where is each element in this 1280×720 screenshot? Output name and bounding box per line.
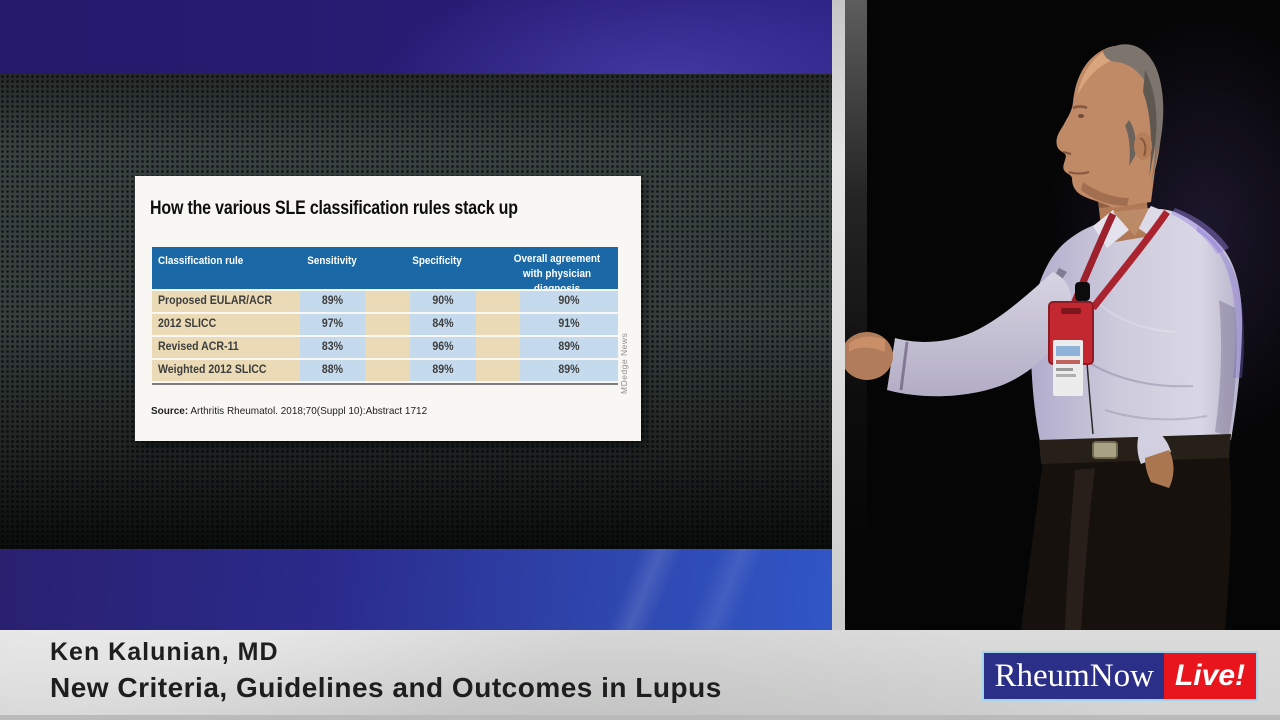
cell-sensitivity: 97% xyxy=(321,318,344,330)
cell-highlight xyxy=(410,291,476,312)
speaker-pointing-arm xyxy=(845,268,1072,397)
talk-title: New Criteria, Guidelines and Outcomes in… xyxy=(50,672,722,703)
classification-table: Classification rule Sensitivity Specific… xyxy=(152,247,618,385)
credit-vertical-text: MDedge News xyxy=(619,332,629,394)
speaker-name: Ken Kalunian, MD xyxy=(50,638,279,666)
speaker-head xyxy=(1056,44,1171,248)
col-header-overall-agreement: Overall agreement with physician diagnos… xyxy=(513,253,601,295)
lapel-microphone xyxy=(1075,282,1090,301)
cell-highlight xyxy=(520,337,618,358)
presentation-area: How the various SLE classification rules… xyxy=(0,0,832,630)
source-citation: Source: Arthritis Rheumatol. 2018;70(Sup… xyxy=(151,405,427,417)
cell-rule: Weighted 2012 SLICC xyxy=(158,364,267,376)
cell-overall-agreement: 90% xyxy=(558,295,580,307)
bottom-accent-band xyxy=(0,549,832,630)
speaker-torso xyxy=(1031,208,1244,446)
speaker-video xyxy=(845,0,1280,630)
speaker-figure xyxy=(845,10,1280,630)
source-label: Source: xyxy=(151,405,189,417)
col-header-sensitivity: Sensitivity xyxy=(307,255,357,267)
table-row: Weighted 2012 SLICC 88% 89% 89% xyxy=(152,360,618,381)
table-row: Revised ACR-11 83% 96% 89% xyxy=(152,337,618,358)
cell-highlight xyxy=(300,337,365,358)
col-header-specificity: Specificity xyxy=(412,255,462,267)
cell-rule: Proposed EULAR/ACR xyxy=(158,295,273,307)
cell-highlight xyxy=(520,291,618,312)
cell-highlight xyxy=(410,314,476,335)
cell-sensitivity: 83% xyxy=(321,341,344,353)
table-bottom-border xyxy=(152,383,618,385)
cell-highlight xyxy=(300,360,365,381)
cell-overall-agreement: 91% xyxy=(558,318,580,330)
cell-highlight xyxy=(520,360,618,381)
belt-buckle xyxy=(1092,441,1118,459)
cell-highlight xyxy=(300,291,365,312)
rheumnow-live-logo: RheumNow Live! xyxy=(982,651,1258,701)
cell-overall-agreement: 89% xyxy=(558,341,580,353)
cell-highlight xyxy=(410,337,476,358)
cell-sensitivity: 89% xyxy=(321,295,344,307)
table-row: Proposed EULAR/ACR 89% 90% 90% xyxy=(152,291,618,312)
speaker-lanyard-badge xyxy=(1048,210,1170,435)
table-header-row: Classification rule Sensitivity Specific… xyxy=(152,247,618,295)
hand-in-pocket xyxy=(1145,450,1174,488)
top-accent-band xyxy=(0,0,832,74)
table-row: 2012 SLICC 97% 84% 91% xyxy=(152,314,618,335)
cell-specificity: 84% xyxy=(432,318,454,330)
lower-third-banner: Ken Kalunian, MD New Criteria, Guideline… xyxy=(0,630,1280,720)
logo-brand-text: RheumNow xyxy=(984,653,1164,699)
slide-title: How the various SLE classification rules… xyxy=(150,198,518,219)
cell-specificity: 90% xyxy=(432,295,454,307)
cell-specificity: 96% xyxy=(432,341,454,353)
source-text: Arthritis Rheumatol. 2018;70(Suppl 10):A… xyxy=(188,405,428,417)
speaker-lower-body xyxy=(1021,424,1232,630)
cell-highlight xyxy=(300,314,365,335)
cell-rule: 2012 SLICC xyxy=(158,318,217,330)
cell-highlight xyxy=(410,360,476,381)
col-header-classification-rule: Classification rule xyxy=(158,255,244,267)
cell-rule: Revised ACR-11 xyxy=(158,341,239,353)
logo-live-text: Live! xyxy=(1163,653,1256,699)
cell-highlight xyxy=(520,314,618,335)
cell-specificity: 89% xyxy=(432,364,454,376)
presentation-slide: How the various SLE classification rules… xyxy=(135,176,641,441)
cell-overall-agreement: 89% xyxy=(558,364,580,376)
cell-sensitivity: 88% xyxy=(321,364,344,376)
panel-divider xyxy=(832,0,845,630)
